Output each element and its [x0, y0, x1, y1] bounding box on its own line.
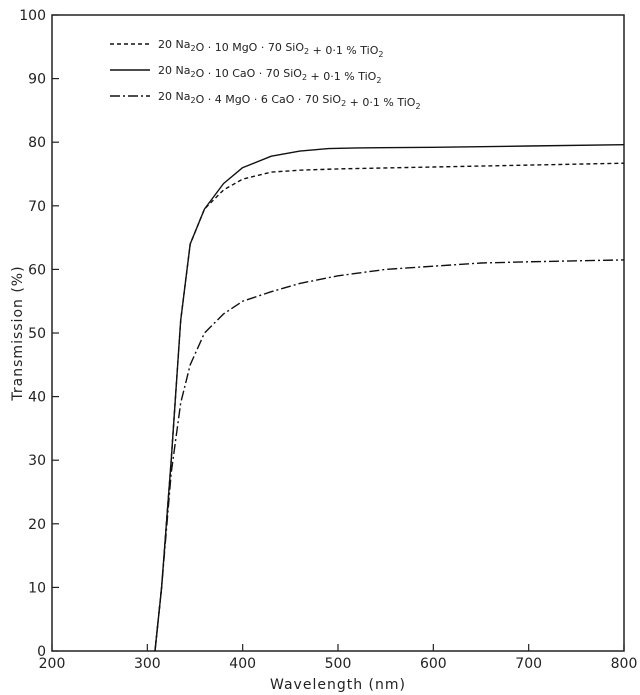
- x-axis-label: Wavelength (nm): [270, 677, 406, 693]
- series-line-3: [154, 259, 625, 652]
- axis-ticks: [51, 14, 625, 652]
- y-tick-label: 80: [28, 135, 46, 151]
- y-tick-label: 100: [19, 8, 46, 24]
- y-tick-label: 20: [28, 517, 46, 533]
- y-tick-label: 70: [28, 199, 46, 215]
- series-layer: [154, 144, 625, 652]
- legend-label-3: 20 Na2O · 4 MgO · 6 CaO · 70 SiO2 + 0·1 …: [158, 90, 421, 111]
- series-line-1: [154, 162, 625, 652]
- tick-labels: 200 300 400 500 600 700 800 0 10 20 30 40 50 60 70 80 90…: [19, 8, 637, 672]
- legend-label-1: 20 Na2O · 10 MgO · 70 SiO2 + 0·1 % TiO2: [158, 38, 383, 59]
- x-tick-label: 600: [420, 656, 447, 672]
- y-tick-label: 90: [28, 72, 46, 88]
- x-tick-label: 200: [39, 656, 66, 672]
- x-tick-label: 800: [611, 656, 638, 672]
- y-tick-label: 50: [28, 326, 46, 342]
- x-tick-label: 400: [229, 656, 256, 672]
- x-tick-label: 700: [515, 656, 542, 672]
- y-tick-label: 0: [37, 644, 46, 660]
- legend: 20 Na2O · 10 MgO · 70 SiO2 + 0·1 % TiO2 2…: [110, 38, 421, 111]
- y-tick-label: 30: [28, 453, 46, 469]
- y-tick-label: 60: [28, 262, 46, 278]
- x-tick-label: 500: [325, 656, 352, 672]
- y-axis-label: Transmission (%): [10, 265, 26, 401]
- x-tick-label: 300: [134, 656, 161, 672]
- series-line-2: [154, 144, 625, 652]
- legend-label-2: 20 Na2O · 10 CaO · 70 SiO2 + 0·1 % TiO2: [158, 64, 381, 85]
- y-tick-label: 10: [28, 580, 46, 596]
- plot-frame: [51, 14, 625, 652]
- y-tick-label: 40: [28, 390, 46, 406]
